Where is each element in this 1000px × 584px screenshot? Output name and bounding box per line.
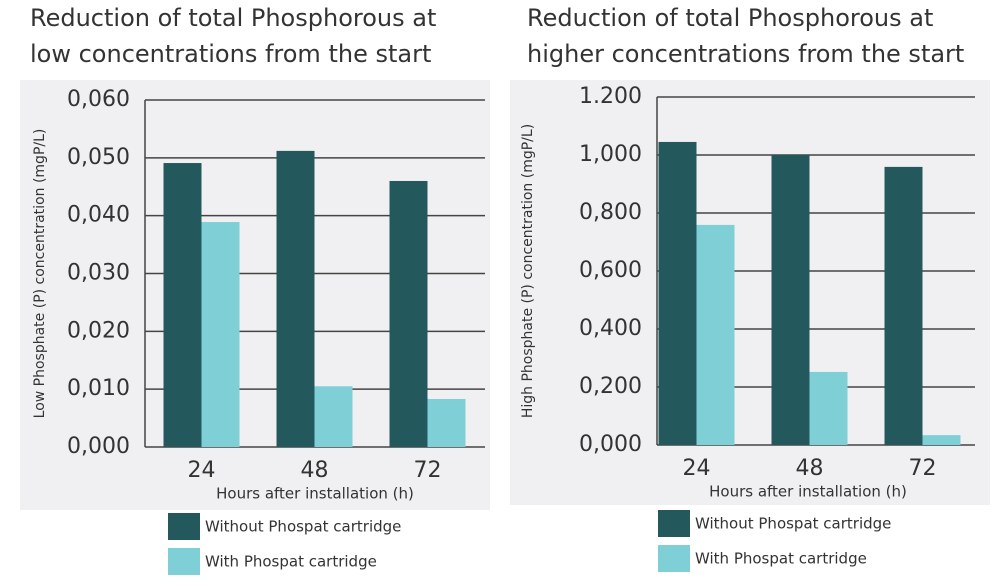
y-axis-label: High Phosphate (P) concentration (mgP/L) bbox=[520, 124, 536, 418]
chart-title: Reduction of total Phosphorous at bbox=[527, 4, 933, 32]
legend-label: Without Phospat cartridge bbox=[695, 515, 891, 533]
y-tick-label: 1.200 bbox=[579, 84, 642, 109]
bar bbox=[658, 141, 697, 445]
bar bbox=[163, 163, 202, 447]
y-tick-label: 0,400 bbox=[579, 316, 642, 341]
legend-label: Without Phospat cartridge bbox=[205, 518, 401, 536]
x-tick-label: 72 bbox=[414, 458, 442, 483]
y-tick-label: 0,010 bbox=[67, 376, 130, 401]
y-tick-label: 0,800 bbox=[579, 200, 642, 225]
x-tick-label: 48 bbox=[301, 458, 329, 483]
bar bbox=[314, 386, 353, 447]
bar bbox=[389, 180, 428, 447]
y-axis-label: Low Phosphate (P) concentration (mgP/L) bbox=[32, 129, 48, 419]
y-tick-label: 0,200 bbox=[579, 374, 642, 399]
y-tick-label: 1,000 bbox=[579, 142, 642, 167]
bar bbox=[696, 224, 735, 445]
legend-label: With Phospat cartridge bbox=[205, 553, 377, 571]
legend-swatch bbox=[658, 545, 690, 572]
legend-swatch bbox=[658, 510, 690, 537]
bar bbox=[201, 222, 240, 447]
bar bbox=[427, 398, 466, 447]
y-tick-label: 0,000 bbox=[67, 434, 130, 459]
y-tick-label: 0,600 bbox=[579, 258, 642, 283]
bar bbox=[276, 150, 315, 448]
chart-title: Reduction of total Phosphorous at bbox=[30, 4, 436, 32]
y-tick-label: 0,000 bbox=[579, 432, 642, 457]
chart-title: higher concentrations from the start bbox=[527, 40, 964, 68]
legend-swatch bbox=[168, 513, 200, 540]
legend-swatch bbox=[168, 548, 200, 575]
y-tick-label: 0,020 bbox=[67, 318, 130, 343]
x-tick-label: 48 bbox=[796, 456, 824, 481]
bar bbox=[922, 435, 961, 445]
x-axis-label: Hours after installation (h) bbox=[216, 485, 414, 503]
chart-title: low concentrations from the start bbox=[30, 40, 431, 68]
x-tick-label: 72 bbox=[909, 456, 937, 481]
y-tick-label: 0,050 bbox=[67, 145, 130, 170]
bar bbox=[809, 371, 848, 445]
y-tick-label: 0,040 bbox=[67, 203, 130, 228]
x-tick-label: 24 bbox=[188, 458, 216, 483]
legend-label: With Phospat cartridge bbox=[695, 550, 867, 568]
y-tick-label: 0,060 bbox=[67, 87, 130, 112]
y-tick-label: 0,030 bbox=[67, 261, 130, 286]
bar bbox=[771, 155, 810, 445]
bar bbox=[884, 166, 923, 445]
x-axis-label: Hours after installation (h) bbox=[709, 483, 907, 501]
x-tick-label: 24 bbox=[683, 456, 711, 481]
